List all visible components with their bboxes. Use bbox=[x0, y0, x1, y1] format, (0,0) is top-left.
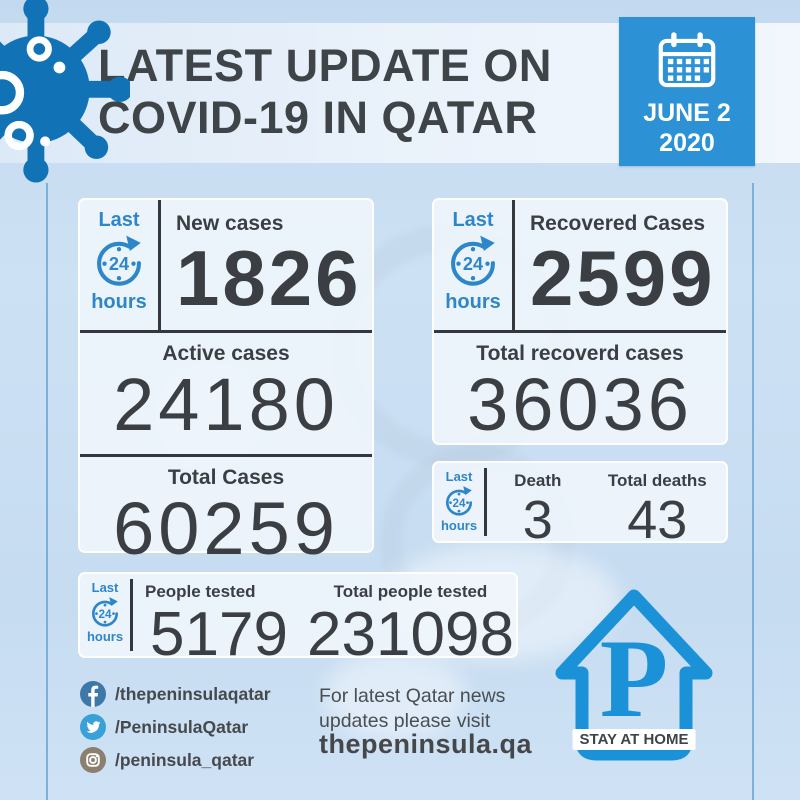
24-hours-clock-icon: 24 bbox=[451, 235, 495, 286]
active-cases-value: 24180 bbox=[113, 363, 339, 446]
tested-card: Last 24 hours People tested 5179 Total p… bbox=[78, 572, 518, 666]
instagram-handle-row[interactable]: /peninsula_qatar bbox=[80, 747, 254, 773]
note-line-1: For latest Qatar news bbox=[319, 685, 506, 707]
last-24-hours-block: Last 24 hours bbox=[434, 200, 512, 330]
footer-note: For latest Qatar news updates please vis… bbox=[319, 684, 505, 734]
recovered-cases-value: 2599 bbox=[530, 234, 716, 322]
death-label: Death bbox=[514, 471, 562, 490]
hours-label: hours bbox=[440, 518, 478, 533]
hours-label: hours bbox=[86, 629, 124, 644]
peninsula-p-logo: P bbox=[599, 617, 669, 741]
virus-icon bbox=[0, 0, 130, 183]
facebook-icon bbox=[80, 681, 106, 707]
last-label: Last bbox=[452, 209, 494, 231]
svg-text:24: 24 bbox=[99, 608, 112, 621]
24-hours-clock-icon: 24 bbox=[91, 597, 119, 627]
divider bbox=[484, 468, 487, 536]
new-cases-label: New cases bbox=[176, 212, 284, 235]
deaths-card: Last 24 hours Death 3 Total deaths 43 bbox=[432, 461, 728, 547]
total-cases-label: Total Cases bbox=[167, 466, 285, 489]
death-value: 3 bbox=[522, 490, 553, 550]
total-deaths-value: 43 bbox=[627, 490, 688, 550]
divider bbox=[158, 200, 161, 330]
stay-at-home-logo: P STAY AT HOME bbox=[549, 583, 719, 761]
svg-text:24: 24 bbox=[463, 254, 483, 274]
instagram-icon bbox=[80, 747, 106, 773]
24-hours-clock-icon: 24 bbox=[445, 486, 473, 516]
last-label: Last bbox=[98, 209, 140, 231]
facebook-handle-row[interactable]: /thepeninsulaqatar bbox=[80, 681, 271, 707]
calendar-icon bbox=[658, 32, 716, 88]
hours-label: hours bbox=[445, 291, 501, 313]
divider bbox=[80, 454, 372, 457]
page-title: LATEST UPDATE ON COVID-19 IN QATAR bbox=[98, 40, 552, 144]
title-line-1: LATEST UPDATE ON bbox=[98, 40, 552, 91]
instagram-handle: /peninsula_qatar bbox=[115, 749, 255, 770]
total-tested-label: Total people tested bbox=[333, 582, 488, 601]
total-recovered-value: 36036 bbox=[467, 363, 693, 446]
divider bbox=[80, 330, 372, 333]
total-cases-value: 60259 bbox=[113, 487, 339, 570]
date-line-2: 2020 bbox=[659, 129, 715, 157]
website-link[interactable]: thepeninsula.qa bbox=[319, 729, 533, 759]
people-tested-label: People tested bbox=[145, 582, 256, 601]
recovered-card: Last 24 hours Recovered Cases 2599 bbox=[432, 198, 728, 445]
left-frame-line bbox=[46, 183, 48, 800]
date-badge: JUNE 2 2020 bbox=[619, 17, 755, 166]
twitter-handle-row[interactable]: /PeninsulaQatar bbox=[80, 714, 248, 740]
last-label: Last bbox=[445, 469, 473, 484]
stay-at-home-label: STAY AT HOME bbox=[572, 729, 696, 750]
svg-text:24: 24 bbox=[109, 254, 129, 274]
last-24-hours-block: Last 24 hours bbox=[80, 200, 158, 330]
new-cases-value: 1826 bbox=[176, 234, 362, 322]
active-cases-label: Active cases bbox=[162, 342, 290, 365]
facebook-handle: /thepeninsulaqatar bbox=[115, 683, 271, 704]
last-label: Last bbox=[91, 580, 119, 595]
note-line-2: updates please visit bbox=[319, 710, 491, 732]
svg-text:24: 24 bbox=[453, 497, 466, 510]
recovered-cases-label: Recovered Cases bbox=[530, 212, 706, 235]
divider bbox=[512, 200, 515, 330]
date-text: JUNE 2 2020 bbox=[643, 98, 731, 158]
right-frame-line bbox=[752, 183, 754, 800]
people-tested-value: 5179 bbox=[150, 600, 288, 669]
date-line-1: JUNE 2 bbox=[643, 99, 731, 127]
total-recovered-label: Total recoverd cases bbox=[476, 342, 684, 365]
last-24-hours-block: Last 24 hours bbox=[80, 574, 130, 656]
last-24-hours-block: Last 24 hours bbox=[434, 463, 484, 541]
twitter-handle: /PeninsulaQatar bbox=[115, 716, 249, 737]
total-tested-value: 231098 bbox=[307, 600, 514, 669]
divider bbox=[130, 579, 133, 651]
total-deaths-label: Total deaths bbox=[607, 471, 707, 490]
hours-label: hours bbox=[91, 291, 147, 313]
cases-card: Last 24 hours New cases 1826 Acti bbox=[78, 198, 374, 566]
divider bbox=[434, 330, 726, 333]
title-line-2: COVID-19 IN QATAR bbox=[98, 92, 538, 143]
twitter-icon bbox=[80, 714, 106, 740]
24-hours-clock-icon: 24 bbox=[97, 235, 141, 286]
